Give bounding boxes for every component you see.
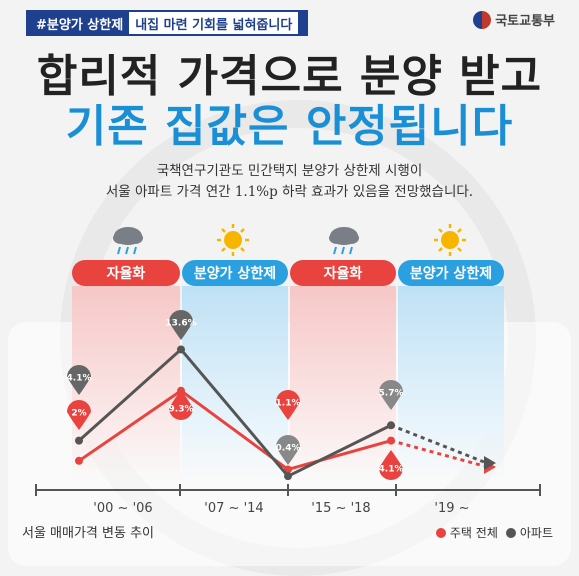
- data-label-housing: 2%: [71, 409, 86, 419]
- period-column-2: [182, 286, 288, 482]
- data-point: [75, 436, 83, 445]
- sun-icon: [217, 224, 249, 256]
- data-point: [284, 465, 292, 474]
- data-label-apartment: 0.4%: [276, 444, 301, 454]
- legend-swatch-apartment: [505, 527, 516, 538]
- description-line-1: 국책연구기관도 민간택지 분양가 상한제 시행이: [156, 163, 423, 179]
- data-label-housing-pin: [379, 450, 403, 480]
- data-point: [177, 345, 185, 354]
- x-tick-label: '15 ~ '18: [311, 501, 370, 516]
- data-label-apartment-pin: [379, 380, 403, 410]
- series-line-housing: [78, 389, 392, 471]
- period-band-4: 분양가 상한제: [398, 260, 504, 286]
- headline-line-2: 기존 집값은 안정됩니다: [65, 101, 514, 152]
- projection-arrow: [484, 456, 496, 470]
- data-label-apartment-pin: [276, 435, 300, 465]
- sun-icon: [434, 224, 466, 256]
- period-column-1: [72, 286, 180, 482]
- data-point: [75, 456, 83, 465]
- rain-cloud-icon: [113, 227, 143, 255]
- data-point: [387, 421, 395, 430]
- period-band-2: 분양가 상한제: [182, 260, 288, 286]
- x-tick-label: '19 ~: [434, 501, 469, 516]
- ministry-name: 국토교통부: [495, 14, 555, 29]
- data-label-apartment: 5.7%: [379, 389, 404, 399]
- government-logo-icon: [473, 10, 492, 29]
- headline-line-1: 합리적 가격으로 분양 받고: [36, 51, 543, 102]
- description-line-2: 서울 아파트 가격 연간 1.1%p 하락 효과가 있음을 전망했습니다.: [105, 184, 474, 200]
- data-point: [284, 472, 292, 481]
- legend-label-housing: 주택 전체: [449, 526, 498, 540]
- legend-label-apartment: 아파트: [519, 526, 553, 540]
- data-point: [387, 436, 395, 445]
- legend-swatch-housing: [435, 527, 446, 538]
- data-label-apartment: 4.1%: [67, 374, 92, 384]
- data-label-housing: 1.1%: [276, 399, 301, 409]
- x-tick-label: '00 ~ '06: [93, 501, 152, 516]
- data-label-housing: 9.3%: [169, 405, 194, 415]
- data-label-housing-pin: [67, 400, 91, 430]
- hashtag-banner: #분양가 상한제 내집 마련 기회를 넓혀줍니다: [26, 10, 309, 36]
- period-band-1: 자율화: [72, 260, 180, 286]
- period-band-3: 자율화: [290, 260, 396, 286]
- chart-legend: 주택 전체 아파트: [435, 524, 553, 541]
- series-projection: [390, 423, 485, 464]
- x-tick-label: '07 ~ '14: [204, 501, 263, 516]
- series-projection: [390, 439, 485, 468]
- data-label-apartment-pin: [169, 310, 193, 340]
- hashtag-subtitle: 내집 마련 기회를 넓혀줍니다: [129, 12, 299, 34]
- data-label-housing: 4.1%: [379, 465, 404, 475]
- ministry-brand: 국토교통부: [473, 10, 555, 29]
- data-label-apartment: 13.6%: [165, 319, 196, 329]
- data-label-housing-pin: [276, 390, 300, 420]
- data-label-apartment-pin: [67, 365, 91, 395]
- chart-caption: 서울 매매가격 변동 추이: [22, 526, 154, 541]
- series-line-apartment: [78, 347, 392, 478]
- rain-cloud-icon: [329, 227, 359, 255]
- hashtag-label: #분양가 상한제: [36, 17, 124, 33]
- data-label-housing-pin: [169, 390, 193, 420]
